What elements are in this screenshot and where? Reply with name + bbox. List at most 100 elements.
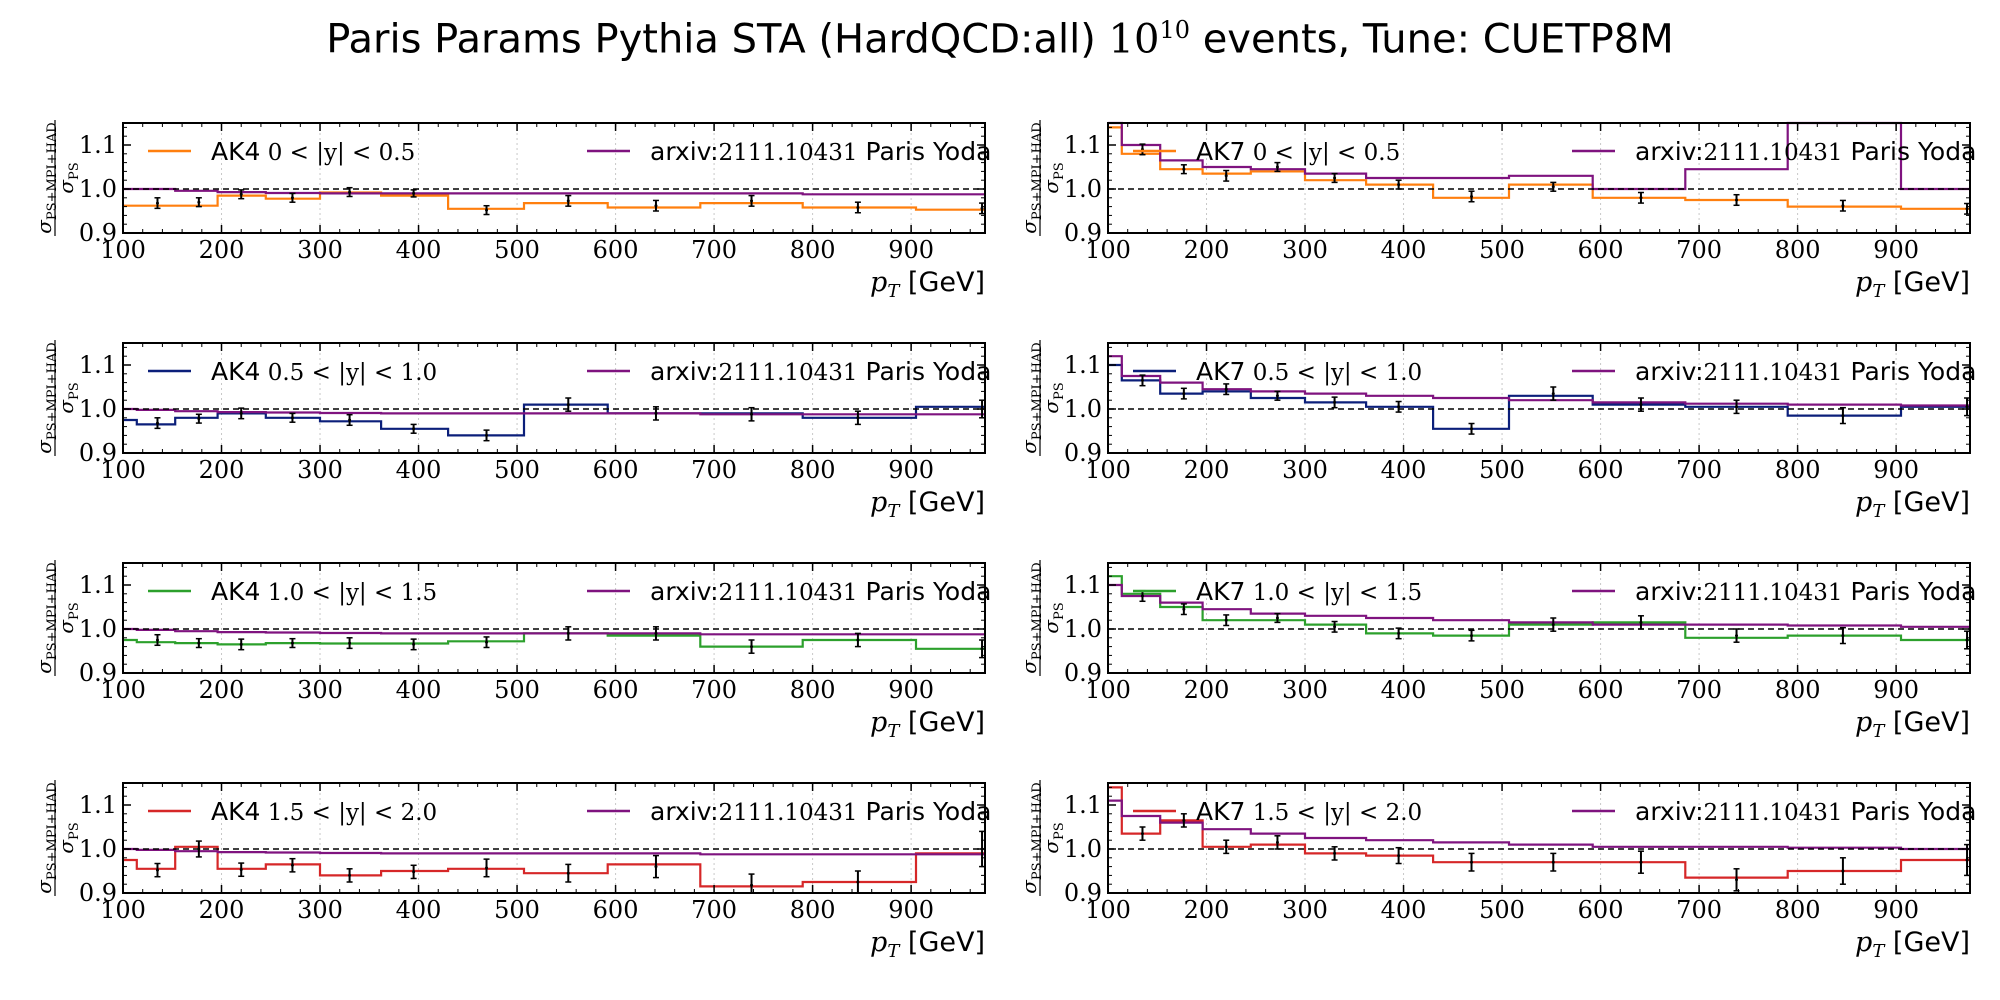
data-point bbox=[1735, 198, 1739, 202]
y-label-sub-num: PS+MPI+HAD bbox=[45, 782, 60, 880]
legend-rapidity-range: 0.5 < |y| < 1.0 bbox=[260, 360, 437, 386]
data-point bbox=[1275, 394, 1279, 398]
y-tick-label: 1.0 bbox=[79, 175, 117, 203]
x-tick-label: 400 bbox=[1381, 896, 1427, 924]
legend-arxiv-prefix: arxiv: bbox=[1635, 357, 1704, 386]
x-axis-label-subscript: T bbox=[1872, 721, 1886, 742]
legend-yoda-label: arxiv:2111.10431 Paris Yoda bbox=[1635, 137, 1976, 166]
y-tick-label: 1.1 bbox=[79, 351, 117, 379]
y-axis-label-denominator: σPS bbox=[54, 382, 82, 413]
x-tick-label: 800 bbox=[1775, 676, 1821, 704]
legend-jet-algorithm: AK7 bbox=[1196, 137, 1245, 166]
y-tick-label: 0.9 bbox=[1064, 879, 1102, 907]
legend-main-label: AK4 0 < |y| < 0.5 bbox=[211, 137, 415, 166]
x-axis-label-unit: [GeV] bbox=[1884, 707, 1970, 738]
x-tick-label: 900 bbox=[1873, 676, 1919, 704]
legend-jet-algorithm: AK4 bbox=[211, 357, 260, 386]
x-tick-label: 200 bbox=[1184, 676, 1230, 704]
x-axis-label-unit: [GeV] bbox=[1884, 927, 1970, 958]
x-tick-label: 800 bbox=[790, 896, 836, 924]
legend-main-label: AK7 0.5 < |y| < 1.0 bbox=[1196, 357, 1422, 386]
data-point bbox=[348, 641, 352, 645]
legend-yoda-label: arxiv:2111.10431 Paris Yoda bbox=[1635, 577, 1976, 606]
data-point bbox=[197, 641, 201, 645]
yoda-step-line bbox=[1108, 583, 1970, 628]
x-tick-label: 200 bbox=[199, 676, 245, 704]
data-point bbox=[1275, 616, 1279, 620]
x-tick-label: 400 bbox=[396, 456, 442, 484]
x-tick-label: 700 bbox=[691, 456, 737, 484]
y-tick-label: 1.1 bbox=[1064, 131, 1102, 159]
data-point bbox=[348, 418, 352, 422]
title-exponent-base: 10 bbox=[1108, 16, 1160, 63]
x-tick-label: 100 bbox=[1085, 896, 1131, 924]
data-point bbox=[1965, 207, 1969, 211]
data-point bbox=[980, 206, 984, 210]
legend-yoda-label: arxiv:2111.10431 Paris Yoda bbox=[650, 797, 991, 826]
data-point bbox=[1182, 392, 1186, 396]
x-tick-label: 300 bbox=[1282, 456, 1328, 484]
data-point bbox=[856, 638, 860, 642]
y-label-sigma: σ bbox=[32, 219, 56, 234]
data-point bbox=[1397, 183, 1401, 187]
legend-jet-algorithm: AK4 bbox=[211, 797, 260, 826]
x-axis-label-subscript: T bbox=[1872, 941, 1886, 962]
y-tick-label: 0.9 bbox=[79, 439, 117, 467]
axes-frame bbox=[122, 122, 986, 234]
data-point bbox=[1182, 607, 1186, 611]
legend-main-label: AK4 1.0 < |y| < 1.5 bbox=[211, 577, 437, 606]
y-axis-label-numerator: σPS+MPI+HAD bbox=[1017, 342, 1045, 453]
data-point bbox=[856, 880, 860, 884]
data-point bbox=[1735, 878, 1739, 882]
y-axis-label-numerator: σPS+MPI+HAD bbox=[32, 342, 60, 453]
data-point bbox=[1182, 167, 1186, 171]
x-axis-label-p: p bbox=[1855, 487, 1872, 518]
data-point bbox=[290, 641, 294, 645]
x-axis-label: pT [GeV] bbox=[1855, 927, 1970, 962]
data-point bbox=[566, 871, 570, 875]
x-tick-label: 800 bbox=[1775, 896, 1821, 924]
legend-yoda-name: Paris Yoda bbox=[858, 137, 992, 166]
data-point bbox=[654, 204, 658, 208]
x-tick-label: 200 bbox=[199, 456, 245, 484]
x-tick-label: 400 bbox=[396, 896, 442, 924]
legend-rapidity-range: 1.0 < |y| < 1.5 bbox=[1245, 580, 1422, 606]
y-axis-label-denominator: σPS bbox=[54, 822, 82, 853]
data-point bbox=[750, 412, 754, 416]
y-tick-label: 1.0 bbox=[1064, 835, 1102, 863]
data-point bbox=[1841, 204, 1845, 208]
y-label-sigma: σ bbox=[54, 619, 78, 634]
x-tick-label: 200 bbox=[1184, 896, 1230, 924]
x-tick-label: 500 bbox=[494, 676, 540, 704]
legend-yoda-name: Paris Yoda bbox=[1843, 577, 1977, 606]
legend-arxiv-prefix: arxiv: bbox=[650, 797, 719, 826]
y-tick-label: 1.1 bbox=[79, 791, 117, 819]
y-axis-label-denominator: σPS bbox=[54, 602, 82, 633]
y-label-sub-num: PS+MPI+HAD bbox=[1030, 782, 1045, 880]
x-axis-label: pT [GeV] bbox=[1855, 267, 1970, 302]
legend-arxiv-prefix: arxiv: bbox=[650, 577, 719, 606]
y-label-sigma: σ bbox=[32, 879, 56, 894]
yoda-step-line bbox=[1108, 121, 1970, 191]
legend-yoda-name: Paris Yoda bbox=[858, 797, 992, 826]
y-label-sigma: σ bbox=[32, 659, 56, 674]
yoda-step-line bbox=[123, 627, 985, 636]
data-point bbox=[1140, 378, 1144, 382]
x-tick-label: 100 bbox=[1085, 456, 1131, 484]
x-tick-label: 300 bbox=[1282, 236, 1328, 264]
data-point bbox=[1224, 174, 1228, 178]
x-tick-label: 600 bbox=[593, 456, 639, 484]
legend-rapidity-range: 0 < |y| < 0.5 bbox=[1245, 140, 1400, 166]
legend-main-label: AK4 1.5 < |y| < 2.0 bbox=[211, 797, 437, 826]
legend-arxiv-number: 2111.10431 bbox=[719, 800, 858, 826]
data-point bbox=[1470, 860, 1474, 864]
data-point bbox=[654, 631, 658, 635]
x-tick-label: 900 bbox=[888, 896, 934, 924]
y-tick-label: 1.0 bbox=[1064, 175, 1102, 203]
